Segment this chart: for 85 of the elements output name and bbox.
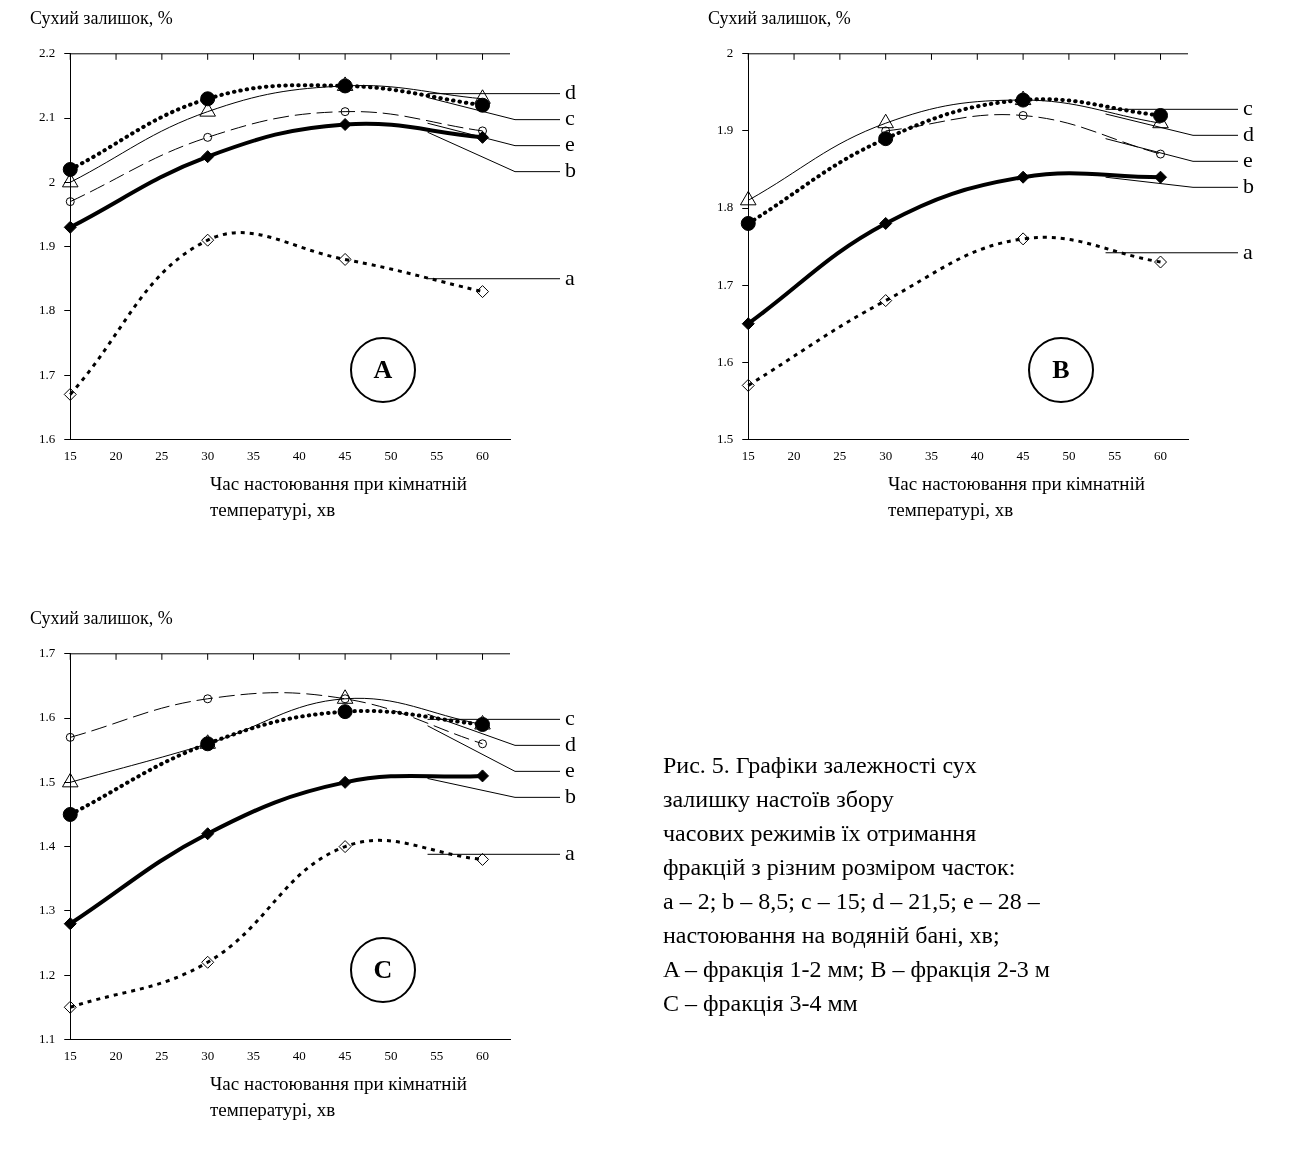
x-tick-label: 15 <box>63 1047 77 1063</box>
text: b <box>565 783 576 809</box>
x-tick-label: 25 <box>833 447 847 463</box>
text: a <box>565 264 575 290</box>
x-tick-label: 55 <box>430 447 444 463</box>
text: b <box>1243 173 1254 199</box>
x-tick-label: 55 <box>1108 447 1122 463</box>
text: e <box>565 131 575 157</box>
text: c <box>1243 95 1253 121</box>
x-tick-label: 50 <box>1062 447 1076 463</box>
y-tick-label: 2 <box>726 45 734 61</box>
y-tick-label: 1.7 <box>39 366 56 382</box>
text: A – фракція 1-2 мм; B – фракція 2-3 м <box>663 955 1051 984</box>
circle-outline: A <box>350 337 416 403</box>
x-tick-label: 30 <box>201 1047 215 1063</box>
text: часових режимів їх отримання <box>663 819 978 848</box>
text: настоювання на водяній бані, хв; <box>663 921 1001 950</box>
x-tick-label: 45 <box>1016 447 1030 463</box>
x-tick-label: 35 <box>246 1047 260 1063</box>
x-tick-label: 45 <box>338 1047 352 1063</box>
y-tick-label: 1.7 <box>39 645 56 661</box>
text: e <box>565 757 575 783</box>
x-tick-label: 20 <box>109 447 123 463</box>
y-tick-label: 2.1 <box>39 109 56 125</box>
y-tick-label: 1.6 <box>39 709 56 725</box>
y-tick-label: 1.1 <box>39 1030 56 1046</box>
y-tick-label: 2.2 <box>39 45 56 61</box>
text: c <box>565 105 575 131</box>
text: d <box>565 731 576 757</box>
x-tick-label: 20 <box>109 1047 123 1063</box>
y-tick-label: 1.6 <box>717 353 734 369</box>
x-tick-label: 40 <box>292 447 306 463</box>
x-tick-label: 50 <box>384 447 398 463</box>
x-axis-title: Час настоювання при кімнатній температурі, хв <box>210 472 468 522</box>
y-tick-label: 1.9 <box>717 122 734 138</box>
x-tick-label: 40 <box>292 1047 306 1063</box>
text: b <box>565 157 576 183</box>
y-tick-label: 2 <box>48 173 56 189</box>
x-tick-label: 25 <box>155 1047 169 1063</box>
text: Рис. 5. Графіки залежності сух <box>663 751 978 780</box>
y-tick-label: 1.9 <box>39 238 56 254</box>
x-tick-label: 45 <box>338 447 352 463</box>
x-tick-label: 15 <box>63 447 77 463</box>
y-tick-label: 1.2 <box>39 966 56 982</box>
y-tick-label: 1.8 <box>39 302 56 318</box>
y-axis-title: Сухий залишок, % <box>708 8 852 29</box>
y-tick-label: 1.7 <box>717 276 734 292</box>
text: e <box>1243 147 1253 173</box>
y-tick-label: 1.8 <box>717 199 734 215</box>
x-axis-title: Час настоювання при кімнатній температурі, хв <box>210 1072 468 1122</box>
x-tick-label: 30 <box>201 447 215 463</box>
x-tick-label: 20 <box>787 447 801 463</box>
x-tick-label: 55 <box>430 1047 444 1063</box>
x-tick-label: 60 <box>1154 447 1168 463</box>
text: c <box>565 705 575 731</box>
text: a <box>1243 238 1253 264</box>
circle-outline: C <box>350 937 416 1003</box>
text: a – 2; b – 8,5; c – 15; d – 21,5; e – 28 – <box>663 887 1041 916</box>
y-axis-title: Сухий залишок, % <box>30 608 174 629</box>
text: залишку настоїв збору <box>663 785 895 814</box>
text: d <box>565 79 576 105</box>
x-tick-label: 40 <box>970 447 984 463</box>
text: фракцій з різним розміром часток: <box>663 853 1017 882</box>
x-tick-label: 30 <box>879 447 893 463</box>
x-tick-label: 60 <box>476 447 490 463</box>
text: a <box>565 840 575 866</box>
annotation: B <box>1052 355 1070 385</box>
text: d <box>1243 121 1254 147</box>
y-tick-label: 1.4 <box>39 838 56 854</box>
x-tick-label: 35 <box>924 447 938 463</box>
y-tick-label: 1.5 <box>39 773 56 789</box>
x-tick-label: 25 <box>155 447 169 463</box>
y-tick-label: 1.5 <box>717 430 734 446</box>
circle-outline: B <box>1028 337 1094 403</box>
x-tick-label: 60 <box>476 1047 490 1063</box>
y-axis-title: Сухий залишок, % <box>30 8 174 29</box>
x-tick-label: 15 <box>741 447 755 463</box>
annotation: A <box>373 355 393 385</box>
annotation: C <box>373 955 393 985</box>
text: C – фракція 3-4 мм <box>663 989 859 1018</box>
x-axis-title: Час настоювання при кімнатній температурі, хв <box>888 472 1146 522</box>
x-tick-label: 35 <box>246 447 260 463</box>
y-tick-label: 1.3 <box>39 902 56 918</box>
x-tick-label: 50 <box>384 1047 398 1063</box>
y-tick-label: 1.6 <box>39 430 56 446</box>
